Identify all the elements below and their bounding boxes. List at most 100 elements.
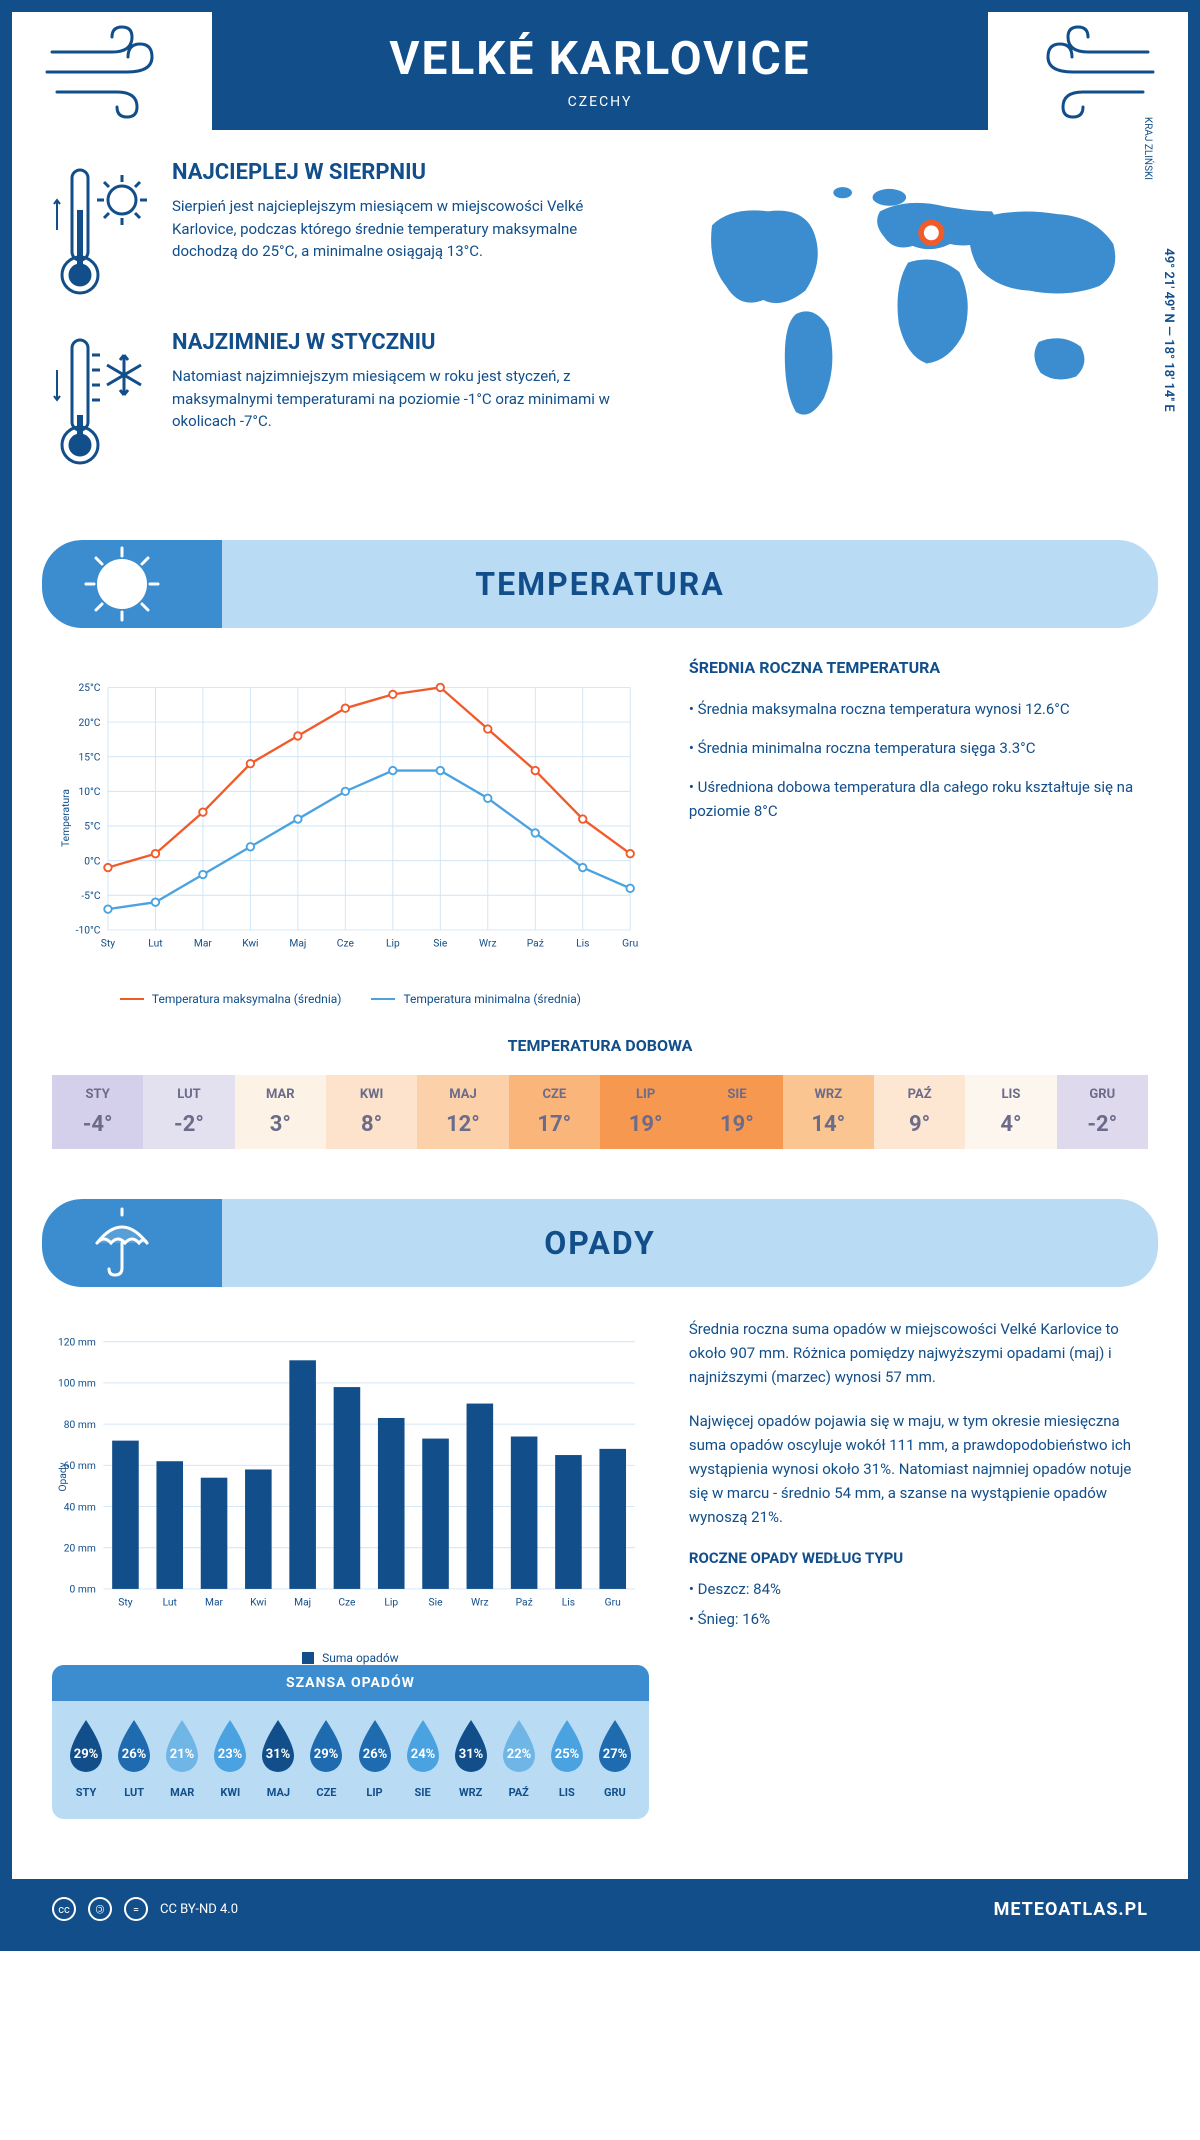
svg-text:-5°C: -5°C [81, 889, 100, 902]
svg-text:5°C: 5°C [84, 820, 101, 833]
temp-cell: CZE17° [509, 1075, 600, 1149]
rain-drop: 27%GRU [591, 1716, 639, 1799]
attribution-icon: 🄯 [88, 1897, 112, 1921]
rain-drop: 24%SIE [399, 1716, 447, 1799]
temp-cell: LUT-2° [143, 1075, 234, 1149]
temp-cell: LIP19° [600, 1075, 691, 1149]
cc-icon: cc [52, 1897, 76, 1921]
chart-legend: Temperatura maksymalna (średnia) Tempera… [52, 992, 649, 1006]
svg-text:Maj: Maj [289, 937, 306, 950]
warmest-text: Sierpień jest najcieplejszym miesiącem w… [172, 195, 628, 263]
svg-text:Gru: Gru [622, 937, 638, 950]
svg-text:27%: 27% [603, 1747, 628, 1762]
nd-icon: = [124, 1897, 148, 1921]
wind-icon [42, 22, 182, 122]
sun-icon [82, 544, 162, 624]
daily-temp-title: TEMPERATURA DOBOWA [12, 1036, 1188, 1055]
svg-text:Mar: Mar [194, 937, 213, 950]
wind-icon [1018, 22, 1158, 122]
precip-text-2: Najwięcej opadów pojawia się w maju, w t… [689, 1409, 1148, 1529]
footer: cc 🄯 = CC BY-ND 4.0 METEOATLAS.PL [12, 1879, 1188, 1939]
svg-text:29%: 29% [314, 1747, 339, 1762]
rain-drop: 21%MAR [158, 1716, 206, 1799]
svg-text:Kwi: Kwi [250, 1596, 266, 1609]
svg-text:80 mm: 80 mm [64, 1418, 96, 1431]
precip-type-title: ROCZNE OPADY WEDŁUG TYPU [689, 1549, 1148, 1567]
rain-drop: 29%CZE [302, 1716, 350, 1799]
rain-drop: 29%STY [62, 1716, 110, 1799]
svg-text:Lis: Lis [576, 937, 589, 950]
rain-chance-box: SZANSA OPADÓW 29%STY26%LUT21%MAR23%KWI31… [52, 1665, 649, 1819]
license-text: CC BY-ND 4.0 [160, 1902, 238, 1917]
site-name: METEOATLAS.PL [994, 1899, 1148, 1920]
temp-cell: WRZ14° [783, 1075, 874, 1149]
rain-chance-title: SZANSA OPADÓW [52, 1665, 649, 1701]
svg-text:29%: 29% [74, 1747, 99, 1762]
thermometer-cold-icon [52, 330, 152, 470]
svg-text:31%: 31% [266, 1747, 291, 1762]
temp-cell: LIS4° [965, 1075, 1056, 1149]
svg-text:20 mm: 20 mm [64, 1541, 96, 1554]
rain-drop: 26%LIP [350, 1716, 398, 1799]
svg-text:26%: 26% [362, 1747, 387, 1762]
svg-text:21%: 21% [170, 1747, 195, 1762]
temperature-heading: TEMPERATURA [82, 565, 1118, 603]
svg-text:26%: 26% [122, 1747, 147, 1762]
svg-text:Temperatura: Temperatura [59, 789, 72, 847]
svg-text:0°C: 0°C [84, 854, 101, 867]
svg-text:10°C: 10°C [78, 785, 100, 798]
svg-text:Sty: Sty [101, 937, 115, 950]
location-title: VELKÉ KARLOVICE [232, 32, 968, 86]
svg-text:0 mm: 0 mm [70, 1583, 96, 1596]
rain-drop: 26%LUT [110, 1716, 158, 1799]
temp-cell: MAJ12° [417, 1075, 508, 1149]
rain-drop: 22%PAŹ [495, 1716, 543, 1799]
svg-text:Maj: Maj [294, 1596, 311, 1609]
thermometer-hot-icon [52, 160, 152, 300]
svg-text:23%: 23% [218, 1747, 243, 1762]
header: VELKÉ KARLOVICE CZECHY [212, 12, 988, 130]
temp-cell: GRU-2° [1057, 1075, 1148, 1149]
coldest-text: Natomiast najzimniejszym miesiącem w rok… [172, 365, 628, 433]
svg-text:-10°C: -10°C [76, 924, 101, 937]
rain-drop: 23%KWI [206, 1716, 254, 1799]
svg-text:Wrz: Wrz [479, 937, 497, 950]
svg-text:31%: 31% [458, 1747, 483, 1762]
svg-text:20°C: 20°C [78, 716, 100, 729]
svg-text:Cze: Cze [338, 1596, 356, 1609]
temperature-line-chart: -10°C-5°C0°C5°C10°C15°C20°C25°CStyLutMar… [52, 658, 649, 978]
coordinates: 49° 21' 49'' N — 18° 18' 14'' E [1161, 248, 1176, 411]
daily-temp-strip: STY-4°LUT-2°MAR3°KWI8°MAJ12°CZE17°LIP19°… [52, 1075, 1148, 1149]
temp-cell: MAR3° [235, 1075, 326, 1149]
svg-text:Kwi: Kwi [242, 937, 258, 950]
svg-text:Opady: Opady [56, 1462, 69, 1491]
svg-text:25°C: 25°C [78, 681, 100, 694]
warmest-fact: NAJCIEPLEJ W SIERPNIU Sierpień jest najc… [52, 160, 628, 300]
svg-text:100 mm: 100 mm [58, 1377, 96, 1390]
svg-text:Paź: Paź [516, 1596, 533, 1609]
svg-text:40 mm: 40 mm [64, 1500, 96, 1513]
svg-text:Lut: Lut [148, 937, 162, 950]
svg-text:22%: 22% [506, 1747, 531, 1762]
svg-text:Paź: Paź [527, 937, 544, 950]
temp-cell: SIE19° [691, 1075, 782, 1149]
precipitation-heading: OPADY [82, 1224, 1118, 1262]
temperature-section-header: TEMPERATURA [42, 540, 1158, 628]
rain-drop: 25%LIS [543, 1716, 591, 1799]
svg-text:Lip: Lip [384, 1596, 398, 1609]
precipitation-section-header: OPADY [42, 1199, 1158, 1287]
svg-text:120 mm: 120 mm [58, 1336, 96, 1349]
svg-text:24%: 24% [410, 1747, 435, 1762]
svg-text:Sie: Sie [433, 937, 448, 950]
svg-text:Gru: Gru [605, 1596, 621, 1609]
precipitation-bar-chart: 0 mm20 mm40 mm60 mm80 mm100 mm120 mmStyL… [52, 1317, 649, 1637]
svg-text:Cze: Cze [337, 937, 355, 950]
svg-text:Sty: Sty [118, 1596, 132, 1609]
rain-drop: 31%MAJ [254, 1716, 302, 1799]
svg-text:Lip: Lip [386, 937, 400, 950]
svg-text:Lut: Lut [163, 1596, 177, 1609]
precip-text-1: Średnia roczna suma opadów w miejscowośc… [689, 1317, 1148, 1389]
temp-cell: PAŹ9° [874, 1075, 965, 1149]
coldest-fact: NAJZIMNIEJ W STYCZNIU Natomiast najzimni… [52, 330, 628, 470]
svg-text:Lis: Lis [562, 1596, 575, 1609]
